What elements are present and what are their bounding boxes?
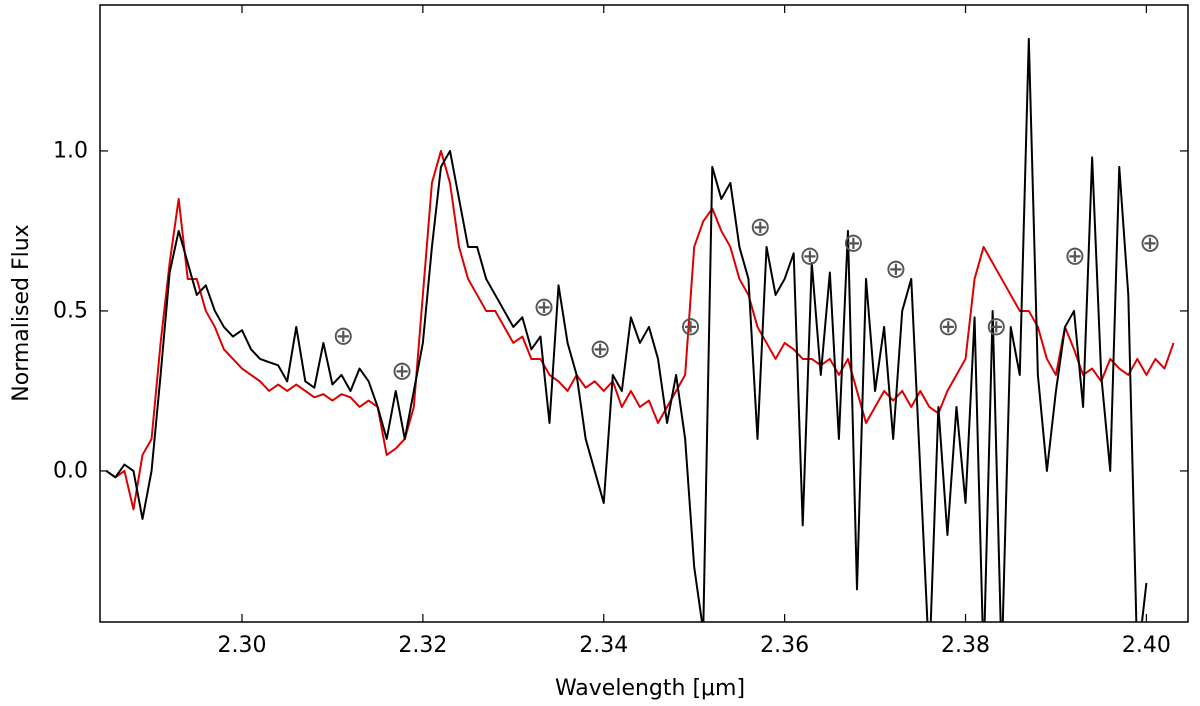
telluric-marker: ⊕: [332, 322, 354, 352]
spectrum-line: [105, 149, 1175, 511]
telluric-marker: ⊕: [985, 312, 1007, 342]
x-tick-label: 2.38: [941, 633, 990, 658]
telluric-marker: ⊕: [680, 312, 702, 342]
telluric-marker: ⊕: [937, 312, 959, 342]
axes-frame: [99, 4, 1189, 623]
x-axis-label: Wavelength [μm]: [555, 676, 745, 701]
y-tick-label: 0.0: [53, 458, 88, 483]
telluric-marker: ⊕: [589, 334, 611, 364]
x-tick-label: 2.30: [217, 633, 266, 658]
telluric-marker: ⊕: [533, 293, 555, 323]
telluric-marker: ⊕: [1139, 229, 1161, 259]
telluric-marker: ⊕: [1064, 242, 1086, 272]
telluric-marker: ⊕: [842, 229, 864, 259]
y-tick-label: 0.5: [53, 298, 88, 323]
telluric-marker: ⊕: [799, 242, 821, 272]
y-tick-label: 1.0: [53, 138, 88, 163]
x-tick-label: 2.36: [760, 633, 809, 658]
telluric-marker: ⊕: [749, 213, 771, 243]
y-axis-label: Normalised Flux: [9, 224, 34, 401]
spectrum-line: [105, 37, 1148, 622]
x-tick-label: 2.34: [579, 633, 628, 658]
telluric-marker: ⊕: [885, 254, 907, 284]
telluric-marker: ⊕: [391, 357, 413, 387]
plot-area: [105, 37, 1175, 622]
x-tick-label: 2.32: [398, 633, 447, 658]
x-tick-label: 2.40: [1122, 633, 1171, 658]
